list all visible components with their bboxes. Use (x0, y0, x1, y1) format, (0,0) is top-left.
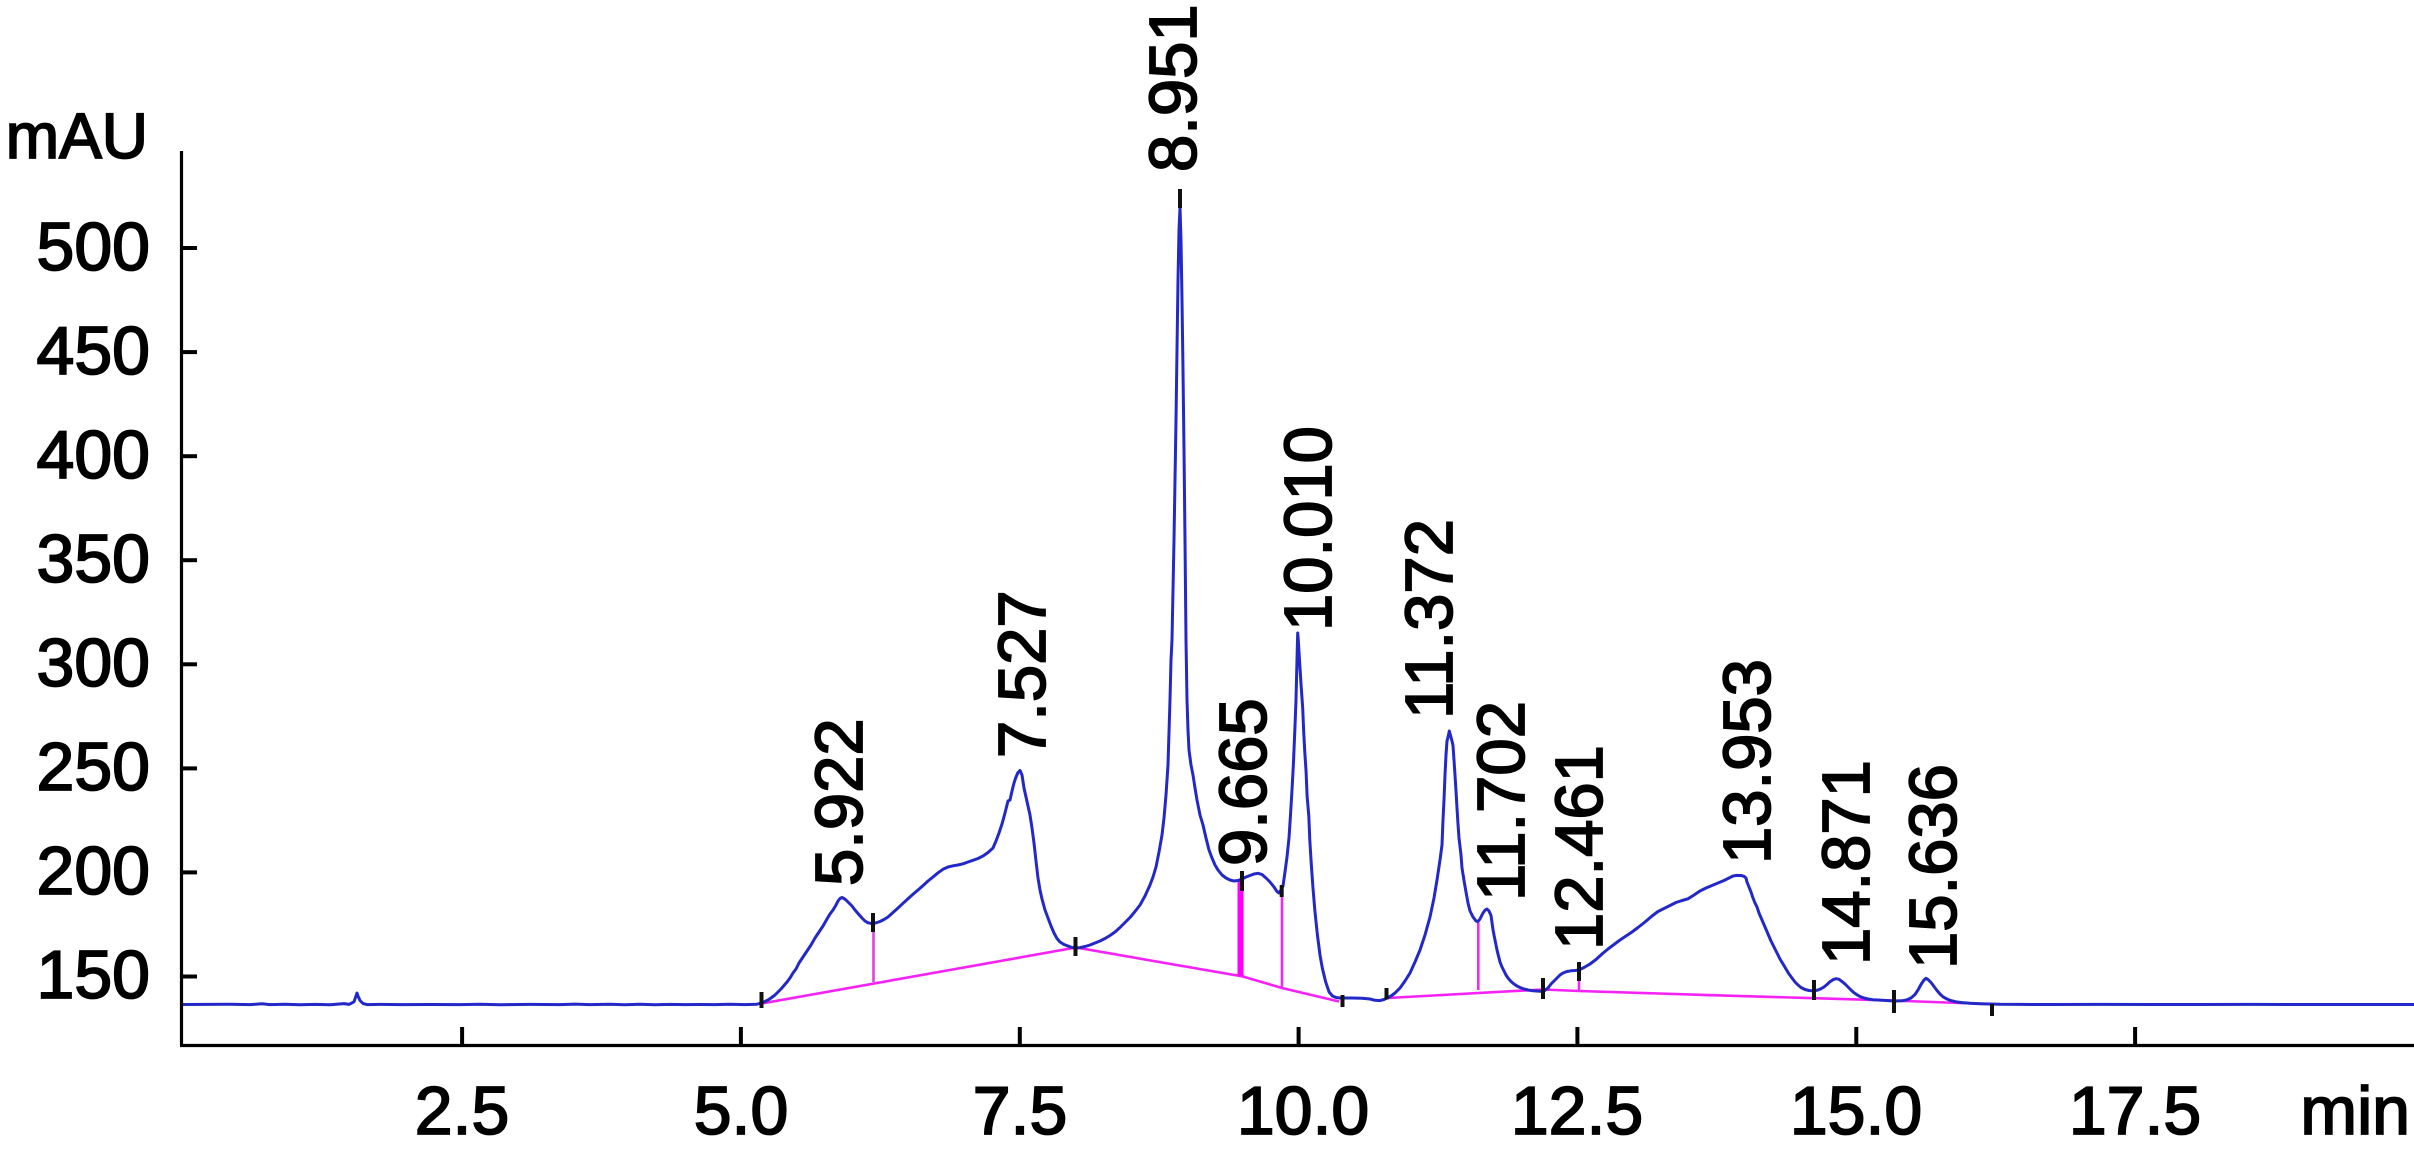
svg-text:300: 300 (37, 625, 150, 701)
svg-text:min: min (2300, 1073, 2410, 1149)
svg-text:11.702: 11.702 (1464, 701, 1539, 901)
svg-text:10.010: 10.010 (1271, 426, 1346, 631)
svg-text:15.0: 15.0 (1790, 1073, 1922, 1149)
svg-text:mAU: mAU (6, 100, 148, 172)
svg-text:11.372: 11.372 (1392, 519, 1467, 719)
svg-text:12.461: 12.461 (1542, 745, 1617, 950)
svg-text:400: 400 (37, 417, 150, 493)
svg-text:12.5: 12.5 (1511, 1073, 1643, 1149)
svg-text:15.636: 15.636 (1896, 764, 1971, 969)
svg-text:7.5: 7.5 (973, 1073, 1068, 1149)
svg-text:9.665: 9.665 (1206, 698, 1281, 866)
svg-text:250: 250 (37, 729, 150, 805)
svg-text:10.0: 10.0 (1237, 1073, 1369, 1149)
svg-text:500: 500 (37, 209, 150, 285)
svg-text:450: 450 (37, 313, 150, 389)
svg-text:5.0: 5.0 (694, 1073, 789, 1149)
svg-text:200: 200 (37, 833, 150, 909)
svg-text:150: 150 (37, 937, 150, 1013)
svg-text:14.871: 14.871 (1809, 760, 1884, 965)
svg-text:17.5: 17.5 (2069, 1073, 2201, 1149)
svg-text:350: 350 (37, 521, 150, 597)
svg-text:13.953: 13.953 (1710, 659, 1785, 864)
svg-text:2.5: 2.5 (415, 1073, 510, 1149)
svg-text:7.527: 7.527 (985, 590, 1060, 758)
svg-text:8.951: 8.951 (1136, 4, 1211, 172)
svg-text:5.922: 5.922 (802, 718, 877, 886)
